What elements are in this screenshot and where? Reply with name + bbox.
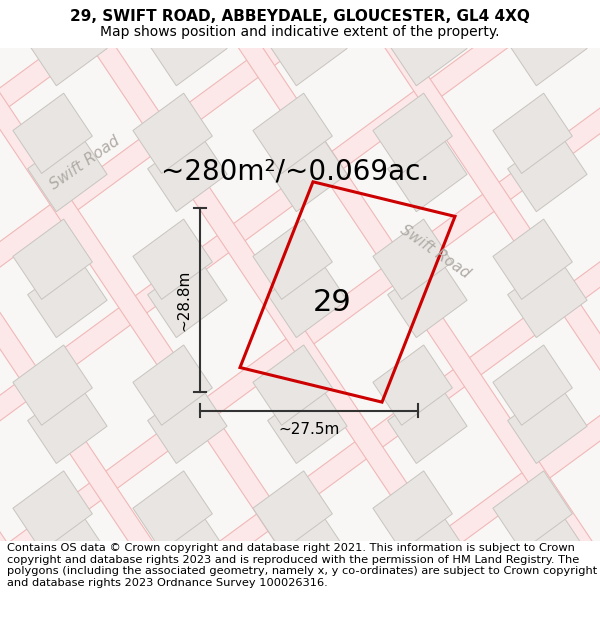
Polygon shape <box>508 383 587 464</box>
Polygon shape <box>388 258 467 338</box>
Polygon shape <box>373 597 452 625</box>
Polygon shape <box>64 268 600 625</box>
Polygon shape <box>493 597 572 625</box>
Polygon shape <box>133 219 212 299</box>
Polygon shape <box>253 471 332 551</box>
Text: Map shows position and indicative extent of the property.: Map shows position and indicative extent… <box>100 25 500 39</box>
Polygon shape <box>0 0 600 518</box>
Polygon shape <box>268 383 347 464</box>
Polygon shape <box>493 0 572 48</box>
Polygon shape <box>493 219 572 299</box>
Polygon shape <box>0 21 468 625</box>
Polygon shape <box>268 6 347 86</box>
Polygon shape <box>148 131 227 212</box>
Polygon shape <box>133 0 212 48</box>
Polygon shape <box>493 471 572 551</box>
Text: ~280m²/~0.069ac.: ~280m²/~0.069ac. <box>161 158 429 185</box>
Polygon shape <box>13 93 92 174</box>
Polygon shape <box>388 6 467 86</box>
Polygon shape <box>132 0 600 625</box>
Polygon shape <box>373 219 452 299</box>
Polygon shape <box>268 258 347 338</box>
Polygon shape <box>148 258 227 338</box>
Polygon shape <box>373 471 452 551</box>
Polygon shape <box>253 93 332 174</box>
Polygon shape <box>373 345 452 425</box>
Text: ~28.8m: ~28.8m <box>176 269 191 331</box>
Polygon shape <box>0 0 468 311</box>
Text: 29: 29 <box>313 288 352 317</box>
Polygon shape <box>373 93 452 174</box>
Polygon shape <box>13 0 92 48</box>
Text: Contains OS data © Crown copyright and database right 2021. This information is : Contains OS data © Crown copyright and d… <box>7 543 598 588</box>
Polygon shape <box>148 509 227 589</box>
Polygon shape <box>0 165 600 625</box>
Polygon shape <box>388 383 467 464</box>
Text: ~27.5m: ~27.5m <box>278 422 340 437</box>
Polygon shape <box>230 0 600 589</box>
Polygon shape <box>0 0 536 414</box>
Polygon shape <box>13 471 92 551</box>
Polygon shape <box>0 165 271 625</box>
Polygon shape <box>28 383 107 464</box>
Polygon shape <box>493 93 572 174</box>
Text: Swift Road: Swift Road <box>397 222 473 282</box>
Text: Swift Road: Swift Road <box>47 133 123 192</box>
Polygon shape <box>253 345 332 425</box>
Text: 29, SWIFT ROAD, ABBEYDALE, GLOUCESTER, GL4 4XQ: 29, SWIFT ROAD, ABBEYDALE, GLOUCESTER, G… <box>70 9 530 24</box>
Polygon shape <box>13 219 92 299</box>
Polygon shape <box>148 6 227 86</box>
Polygon shape <box>493 345 572 425</box>
Polygon shape <box>508 509 587 589</box>
Polygon shape <box>13 597 92 625</box>
Polygon shape <box>388 509 467 589</box>
Polygon shape <box>133 93 212 174</box>
Polygon shape <box>28 258 107 338</box>
Polygon shape <box>268 131 347 212</box>
Polygon shape <box>133 345 212 425</box>
Polygon shape <box>148 383 227 464</box>
Polygon shape <box>508 258 587 338</box>
Polygon shape <box>0 93 370 625</box>
Polygon shape <box>0 62 600 621</box>
Polygon shape <box>133 471 212 551</box>
Polygon shape <box>508 6 587 86</box>
Polygon shape <box>34 0 566 625</box>
Polygon shape <box>13 345 92 425</box>
Polygon shape <box>253 597 332 625</box>
Polygon shape <box>373 0 452 48</box>
Polygon shape <box>388 131 467 212</box>
Polygon shape <box>28 6 107 86</box>
Polygon shape <box>133 597 212 625</box>
Polygon shape <box>28 509 107 589</box>
Polygon shape <box>253 0 332 48</box>
Polygon shape <box>253 219 332 299</box>
Polygon shape <box>268 509 347 589</box>
Polygon shape <box>28 131 107 212</box>
Polygon shape <box>508 131 587 212</box>
